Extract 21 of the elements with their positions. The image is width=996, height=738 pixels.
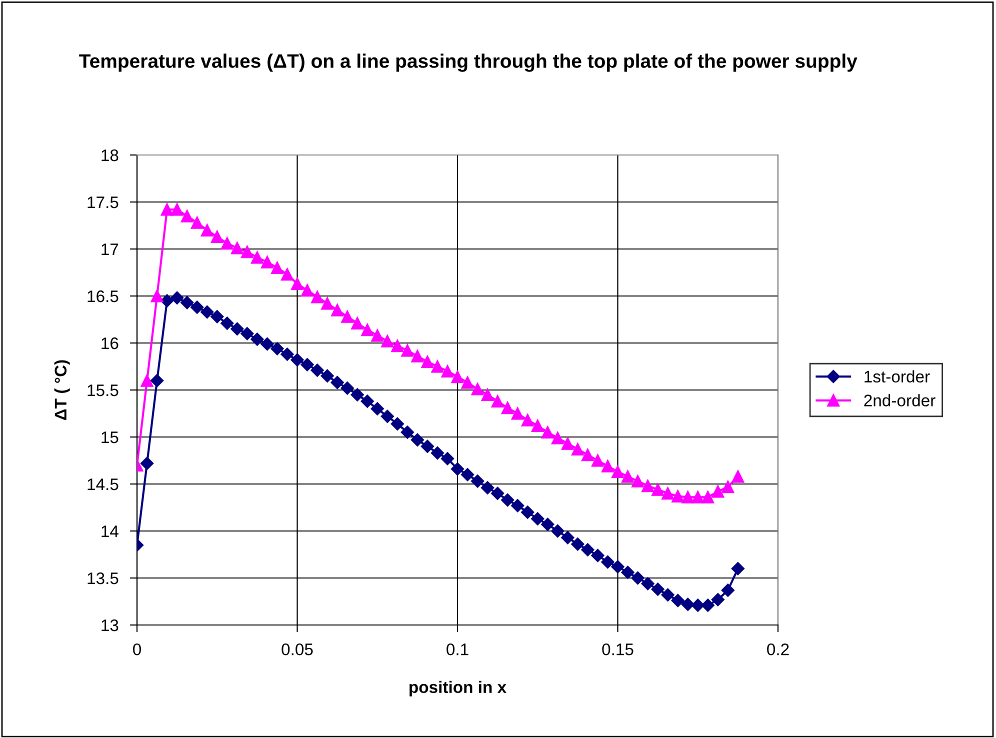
y-tick-label: 16 — [102, 337, 118, 350]
y-tick-label: 14.5 — [88, 478, 118, 490]
x-axis-title: position in x — [410, 680, 506, 696]
chart-title: Temperature values (ΔT) on a line passing through the top plate of the power supply — [79, 54, 858, 72]
y-tick-label: 15.5 — [88, 384, 118, 396]
y-tick-label: 16.5 — [88, 290, 118, 302]
y-tick-label: 13.5 — [88, 572, 118, 584]
x-tick-label: 0.1 — [446, 643, 468, 656]
legend-label: 1st-order — [864, 370, 930, 383]
y-tick-label: 18 — [102, 149, 118, 162]
y-tick-label: 15 — [102, 432, 118, 444]
y-tick-label: 14 — [102, 526, 118, 538]
y-axis-title: ΔT ( °C) — [54, 360, 70, 420]
x-tick-label: 0 — [133, 643, 141, 656]
y-tick-label: 13 — [102, 619, 118, 632]
x-tick-label: 0.15 — [602, 643, 634, 656]
y-tick-label: 17 — [102, 244, 118, 256]
x-tick-label: 0.05 — [282, 643, 313, 656]
legend-label: 2nd-order — [864, 394, 936, 406]
y-tick-label: 17.5 — [88, 196, 118, 208]
x-tick-label: 0.2 — [767, 643, 789, 656]
